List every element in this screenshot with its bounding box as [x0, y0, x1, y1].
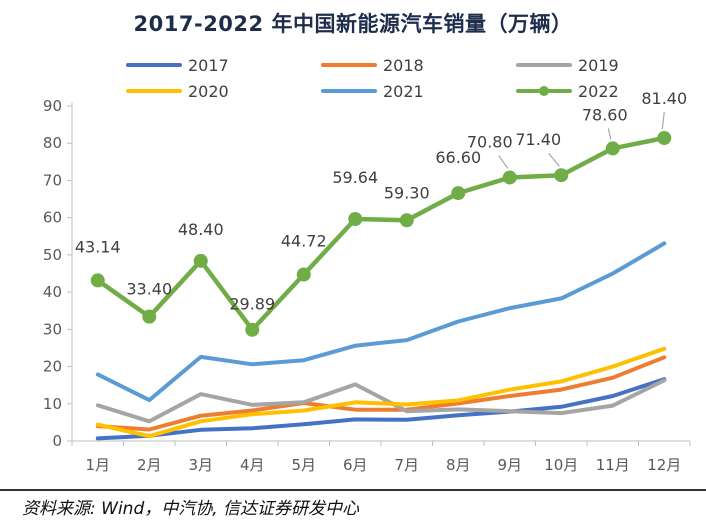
leader-line: [548, 152, 560, 167]
point-2022-4月: [245, 322, 260, 337]
series-line-2022: [95, 135, 667, 332]
y-tick-label: 90: [43, 97, 62, 115]
axes: 0 10 20 30 40 50 60 70 80 90 1月 2月 3月 4月 5月 6月 7月 8月 9月 10月…: [43, 97, 691, 474]
chart-title: 2017-2022 年中国新能源汽车销量（万辆）: [133, 12, 573, 36]
leader-line: [661, 111, 665, 130]
legend-label-2020: 2020: [188, 82, 229, 101]
x-tick-label: 6月: [343, 456, 368, 474]
point-2022-3月: [193, 253, 208, 268]
series-line-2018: [95, 355, 667, 432]
leader-line: [498, 155, 509, 169]
x-tick-label: 5月: [291, 456, 316, 474]
series-line-2020: [95, 346, 667, 439]
y-tick-label: 80: [43, 134, 62, 152]
y-tick-label: 30: [43, 320, 62, 338]
data-label: 43.14: [75, 237, 121, 256]
point-2022-1月: [90, 273, 105, 288]
x-tick-label: 11月: [596, 456, 630, 474]
point-2022-2月: [142, 309, 157, 324]
y-tick-label: 60: [43, 209, 62, 227]
leader-line: [607, 128, 612, 140]
line-chart: 0 10 20 30 40 50 60 70 80 90 1月 2月 3月 4月 5月 6月 7月 8月 9月 10月…: [43, 56, 691, 474]
x-tick-label: 12月: [647, 456, 681, 474]
y-tick-label: 0: [52, 432, 62, 450]
data-label: 71.40: [515, 130, 561, 149]
legend-label-2018: 2018: [383, 56, 424, 75]
legend: 2017 2018 2019 2020 2021 2022: [126, 56, 619, 101]
x-tick-label: 4月: [240, 456, 265, 474]
point-2022-11月: [605, 141, 620, 156]
source-note: 资料来源: Wind，中汽协, 信达证券研发中心: [22, 499, 360, 519]
data-labels: 43.14 33.40 48.40 29.89 44.72 59.64 59.30 66.60…: [75, 89, 687, 314]
data-label: 81.40: [641, 89, 687, 108]
legend-marker-2022: [539, 86, 549, 96]
data-label: 70.80: [467, 132, 513, 151]
data-label: 44.72: [281, 232, 327, 251]
point-2022-5月: [296, 267, 311, 282]
legend-label-2017: 2017: [188, 56, 229, 75]
legend-label-2021: 2021: [383, 82, 424, 101]
x-tick-label: 1月: [85, 456, 110, 474]
legend-label-2019: 2019: [578, 56, 619, 75]
x-tick-label: 3月: [188, 456, 213, 474]
data-label: 59.30: [384, 183, 430, 202]
y-tick-label: 40: [43, 283, 62, 301]
point-2022-10月: [554, 168, 569, 183]
data-label: 59.64: [332, 168, 378, 187]
x-tick-label: 9月: [497, 456, 522, 474]
footer-rule: [0, 489, 706, 491]
x-tick-label: 7月: [394, 456, 419, 474]
data-label: 29.89: [229, 295, 275, 314]
series-line-2017: [95, 377, 667, 441]
legend-label-2022: 2022: [578, 82, 619, 101]
x-tick-label: 8月: [446, 456, 471, 474]
data-label: 33.40: [126, 280, 172, 299]
series-lines: [90, 131, 672, 441]
point-2022-6月: [348, 212, 363, 227]
y-tick-label: 10: [43, 395, 62, 413]
point-2022-9月: [502, 170, 517, 185]
x-tick-label: 2月: [137, 456, 162, 474]
series-line-2021: [95, 241, 667, 403]
point-2022-7月: [399, 213, 414, 228]
data-label: 66.60: [435, 148, 481, 167]
point-2022-8月: [451, 186, 466, 201]
series-line-2019: [95, 378, 667, 424]
x-tick-label: 10月: [544, 456, 578, 474]
data-label: 48.40: [178, 220, 224, 239]
data-label: 78.60: [582, 105, 628, 124]
y-tick-label: 70: [43, 171, 62, 189]
y-tick-label: 50: [43, 246, 62, 264]
y-tick-label: 20: [43, 358, 62, 376]
point-2022-12月: [657, 131, 672, 146]
